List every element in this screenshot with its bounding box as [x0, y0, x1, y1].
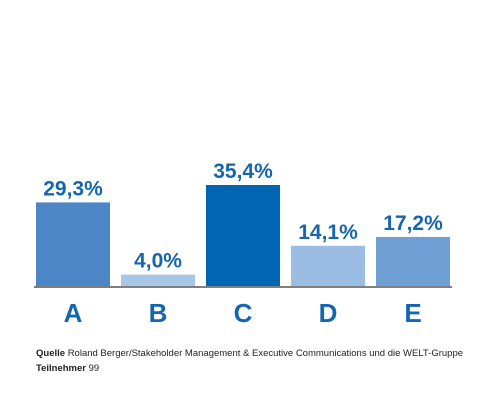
bar-c — [206, 185, 280, 286]
source-label: Quelle — [36, 348, 66, 359]
bar-a — [36, 202, 110, 286]
source-text: Roland Berger/Stakeholder Management & E… — [67, 348, 464, 359]
value-labels-group: 29,3% 4,0% 35,4% 14,1% 17,2% — [43, 160, 443, 273]
bar-d — [291, 245, 365, 286]
category-label-c: C — [234, 298, 253, 328]
value-label-d: 14,1% — [298, 221, 358, 244]
category-label-d: D — [319, 298, 338, 328]
source-note: Quelle Roland Berger/Stakeholder Managem… — [36, 348, 463, 359]
value-label-a: 29,3% — [43, 177, 103, 200]
category-label-b: B — [149, 298, 168, 328]
value-label-c: 35,4% — [213, 160, 273, 183]
category-labels-group: A B C D E — [64, 298, 422, 328]
participants-count: 99 — [88, 363, 100, 374]
category-label-a: A — [64, 298, 83, 328]
category-label-e: E — [404, 298, 421, 328]
participants-label: Teilnehmer — [36, 363, 86, 374]
bar-e — [376, 236, 450, 286]
bars-group — [36, 185, 450, 286]
bar-b — [121, 274, 195, 286]
participants-note: Teilnehmer 99 — [36, 363, 99, 374]
bar-chart: 29,3% 4,0% 35,4% 14,1% 17,2% A B C D E — [34, 160, 452, 328]
value-label-e: 17,2% — [383, 212, 443, 235]
value-label-b: 4,0% — [134, 250, 182, 273]
